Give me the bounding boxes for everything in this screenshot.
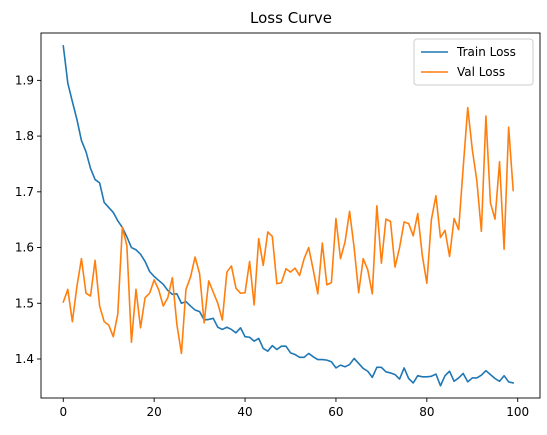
x-axis: 0 20 40 60 80 100 bbox=[59, 398, 529, 419]
plot-area-frame bbox=[40, 32, 541, 399]
legend-box bbox=[413, 38, 534, 86]
x-tick-label: 20 bbox=[147, 405, 162, 419]
legend: Train Loss Val Loss bbox=[413, 38, 534, 86]
y-tick-label: 1.5 bbox=[15, 296, 34, 310]
legend-label: Train Loss bbox=[456, 45, 516, 59]
series-line-train-loss bbox=[62, 45, 514, 387]
y-tick-label: 1.7 bbox=[15, 185, 34, 199]
y-tick-label: 1.4 bbox=[15, 352, 34, 366]
x-tick-label: 0 bbox=[59, 405, 67, 419]
series-lines bbox=[62, 45, 514, 387]
y-tick-label: 1.9 bbox=[15, 73, 34, 87]
legend-label: Val Loss bbox=[457, 65, 505, 79]
y-axis: 1.4 1.5 1.6 1.7 1.8 1.9 bbox=[15, 73, 41, 366]
x-tick-label: 80 bbox=[419, 405, 434, 419]
series-line-val-loss bbox=[62, 106, 514, 355]
y-tick-label: 1.6 bbox=[15, 241, 34, 255]
chart-title: Loss Curve bbox=[250, 9, 332, 27]
y-tick-label: 1.8 bbox=[15, 129, 34, 143]
x-tick-label: 40 bbox=[237, 405, 252, 419]
x-tick-label: 100 bbox=[506, 405, 529, 419]
x-tick-label: 60 bbox=[328, 405, 343, 419]
